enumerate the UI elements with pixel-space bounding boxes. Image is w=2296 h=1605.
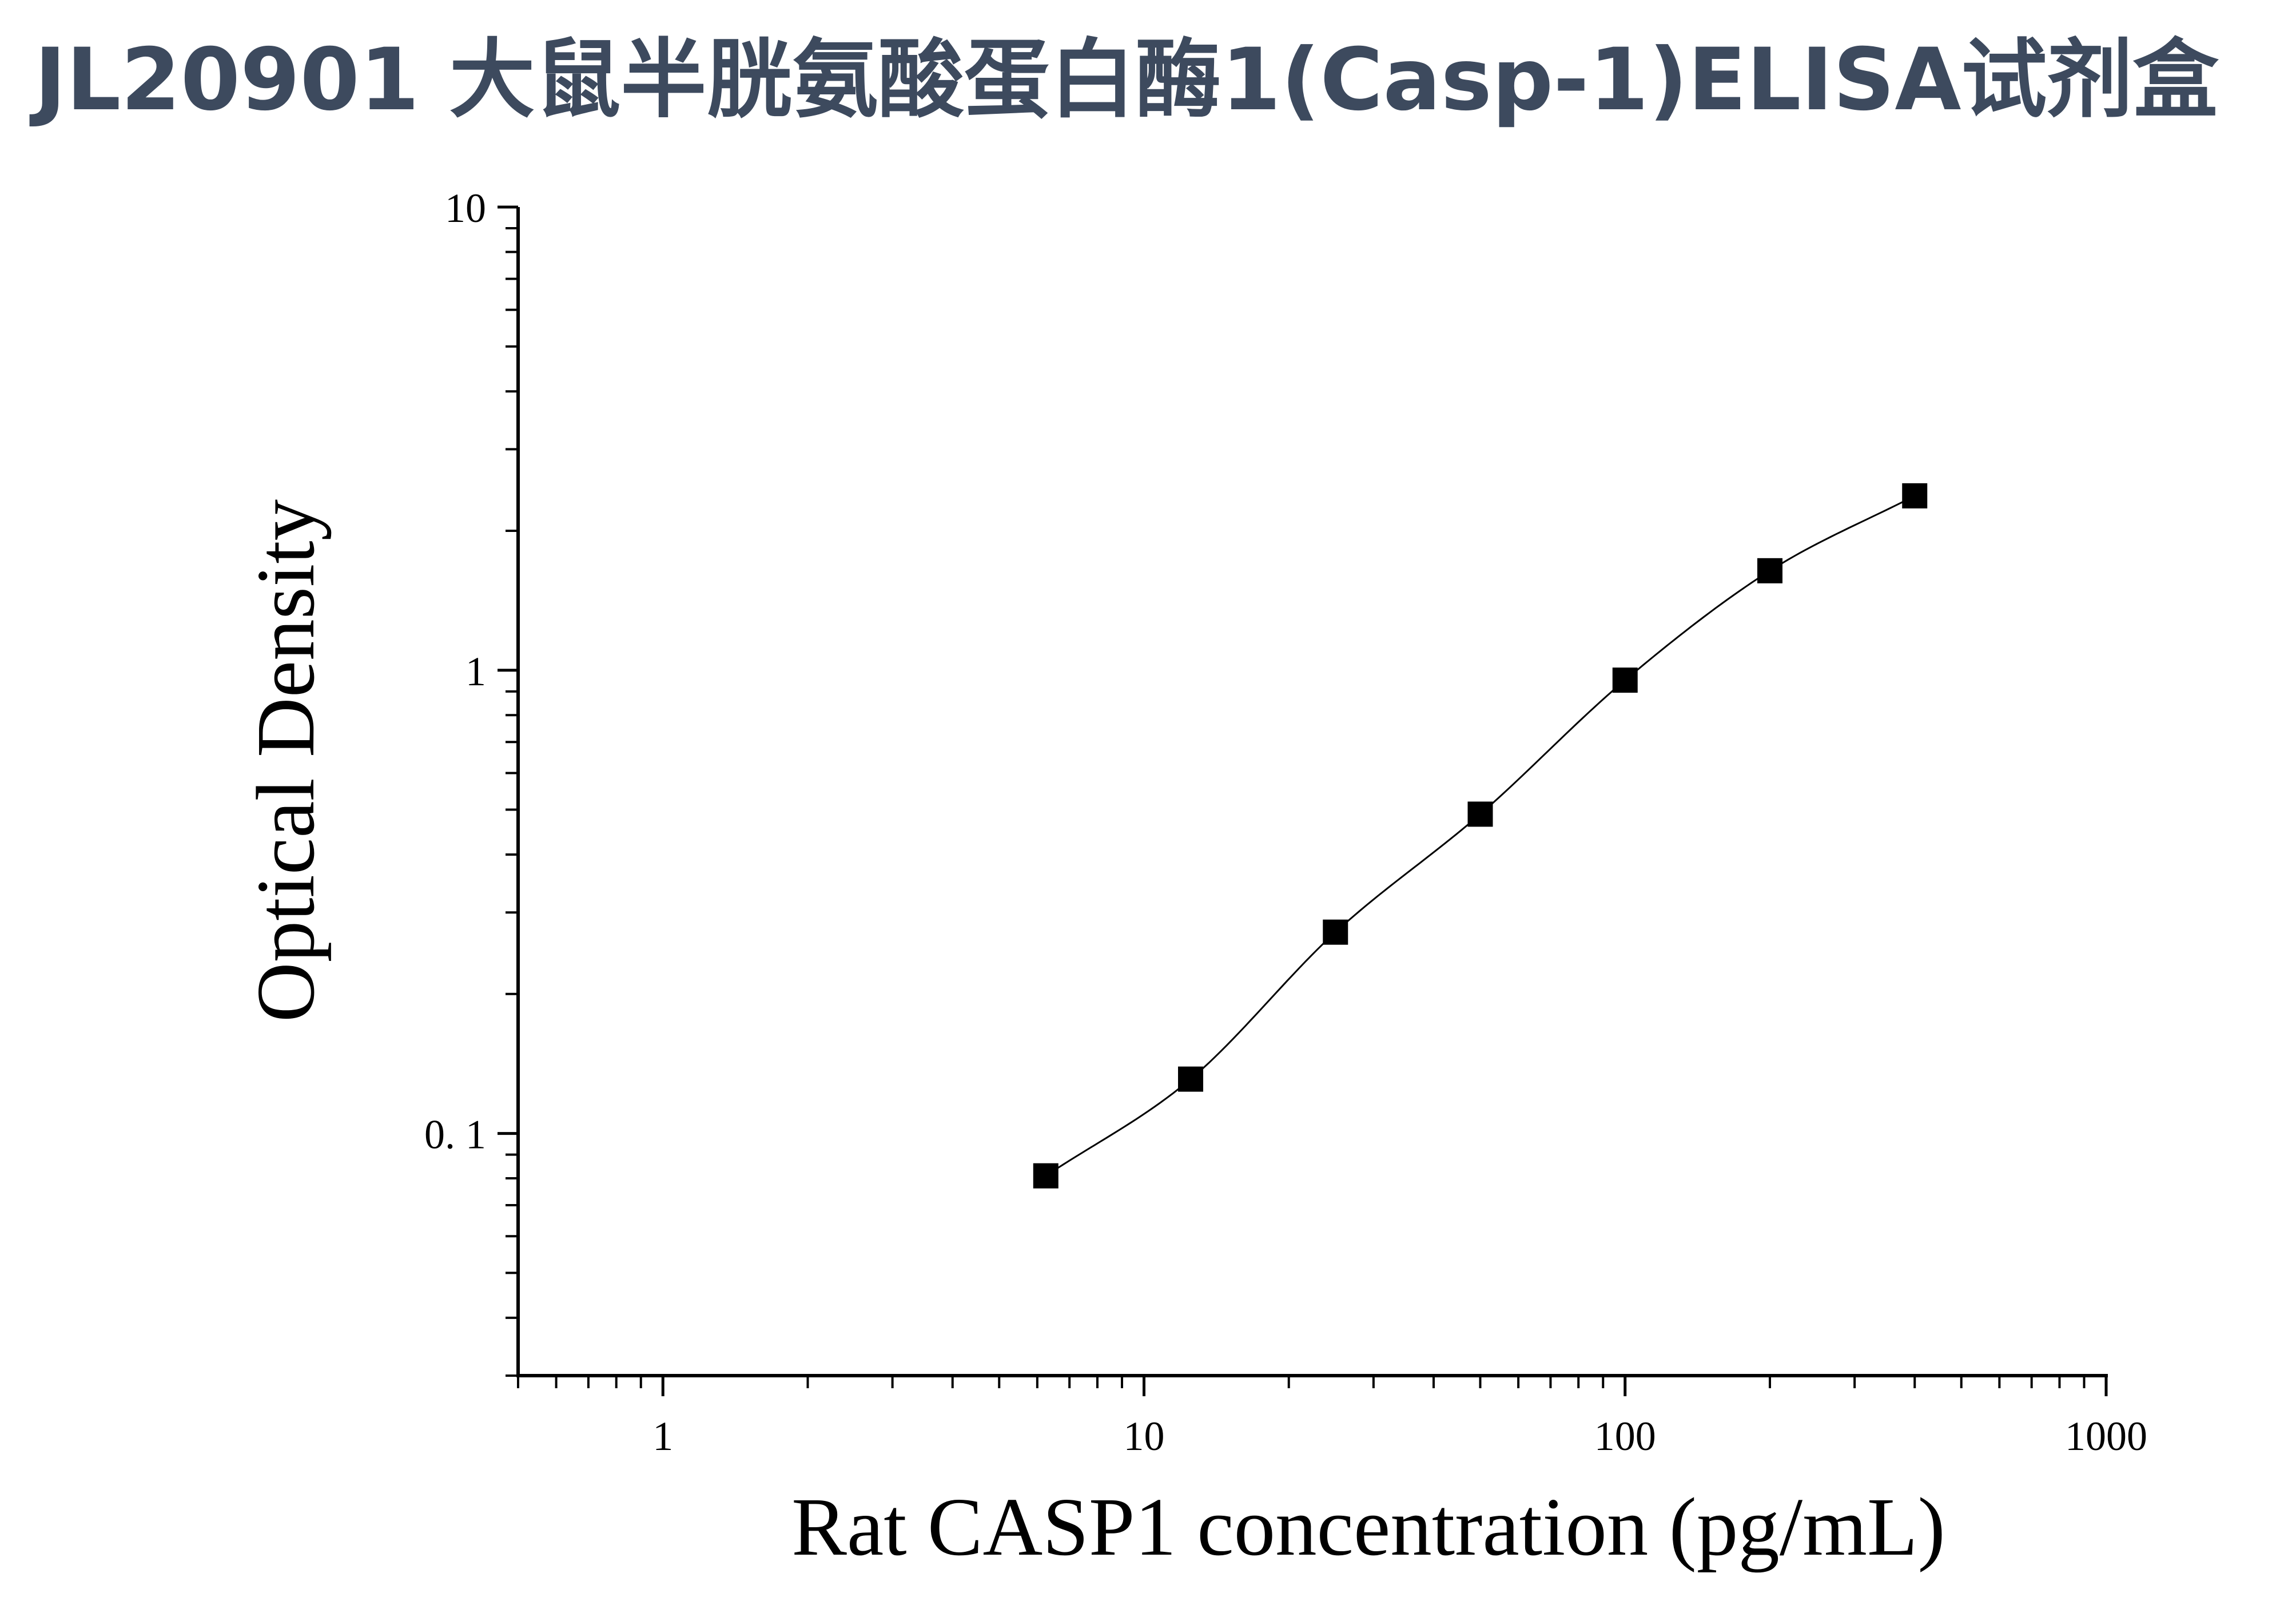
- axes: 1 10 100 1000 0. 1 1 10: [424, 185, 2147, 1459]
- fit-curve-group: [1045, 495, 1915, 1177]
- x-tick-label: 1: [652, 1413, 673, 1459]
- y-axis-title: Optical Density: [240, 499, 332, 1022]
- y-tick-label: 0. 1: [424, 1112, 486, 1158]
- fit-curve: [1045, 495, 1915, 1177]
- x-tick-label: 100: [1594, 1413, 1656, 1459]
- data-point: [1178, 1066, 1204, 1092]
- data-point: [1612, 668, 1638, 693]
- data-point: [1033, 1163, 1059, 1189]
- y-tick-label: 1: [465, 649, 486, 694]
- x-axis-title: Rat CASP1 concentration (pg/mL): [791, 1481, 1945, 1573]
- data-points: [1033, 483, 1928, 1189]
- page-title: JL20901 大鼠半胱氨酸蛋白酶1(Casp-1)ELISA试剂盒: [34, 30, 2219, 130]
- y-tick-label: 10: [445, 185, 486, 231]
- data-point: [1323, 919, 1348, 945]
- data-point: [1757, 558, 1782, 583]
- data-point: [1902, 483, 1928, 508]
- x-tick-label: 10: [1123, 1413, 1164, 1459]
- x-tick-label: 1000: [2065, 1413, 2147, 1459]
- data-point: [1467, 801, 1493, 827]
